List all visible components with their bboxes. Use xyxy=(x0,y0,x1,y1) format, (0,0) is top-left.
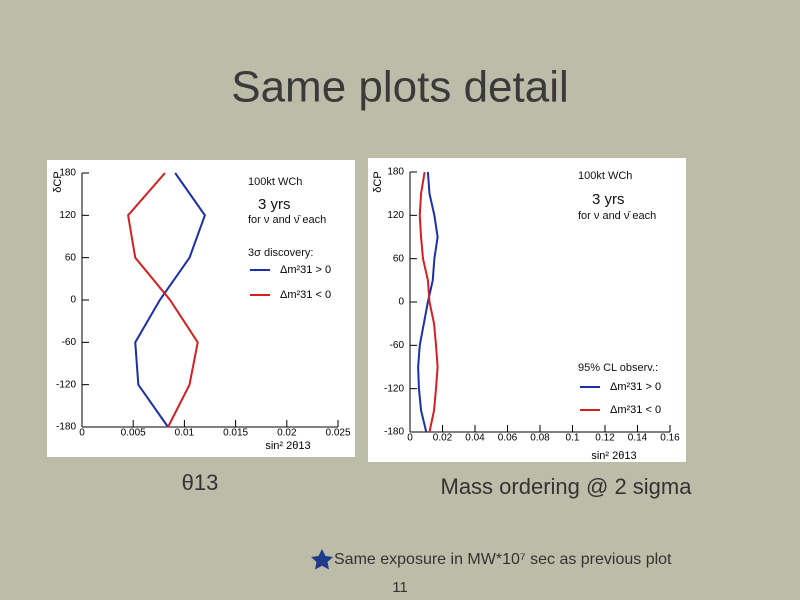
y-tick-label: 120 xyxy=(59,210,76,221)
x-tick-label: 0.06 xyxy=(498,433,518,444)
legend-label: Δm²31 < 0 xyxy=(280,289,331,301)
plot-frame xyxy=(368,158,686,462)
curve xyxy=(418,171,439,433)
x-tick-label: 0.02 xyxy=(277,428,297,439)
curve xyxy=(134,172,206,428)
y-tick-label: -120 xyxy=(56,379,76,390)
y-tick-label: -60 xyxy=(62,337,77,348)
x-tick-label: 0.04 xyxy=(465,433,485,444)
annotation: for ν and ν̄ each xyxy=(578,210,656,222)
y-tick-label: -180 xyxy=(56,422,76,433)
page-number: 11 xyxy=(392,579,408,596)
y-axis-label: δCP xyxy=(372,171,384,192)
x-tick-label: 0.025 xyxy=(325,428,350,439)
footnote: Same exposure in MW*10⁷ sec as previous … xyxy=(334,551,672,568)
y-axis-label: δCP xyxy=(52,171,64,192)
y-tick-label: 120 xyxy=(387,210,404,221)
annotation: for ν and ν̄ each xyxy=(248,214,326,226)
legend-label: Δm²31 > 0 xyxy=(280,264,331,276)
annotation: 100kt WCh xyxy=(578,170,632,182)
y-tick-label: 60 xyxy=(65,252,77,263)
x-tick-label: 0 xyxy=(79,428,85,439)
annotation: 3σ discovery: xyxy=(248,247,313,259)
x-tick-label: 0.14 xyxy=(628,433,648,444)
y-tick-label: -60 xyxy=(390,340,405,351)
x-tick-label: 0.1 xyxy=(566,433,580,444)
caption: Mass ordering @ 2 sigma xyxy=(441,474,693,499)
plot-frame xyxy=(47,160,355,457)
curve xyxy=(417,171,439,433)
x-tick-label: 0.01 xyxy=(175,428,195,439)
y-tick-label: 180 xyxy=(59,168,76,179)
x-axis-label: sin² 2θ13 xyxy=(265,440,310,452)
legend-label: Δm²31 < 0 xyxy=(610,404,661,416)
y-tick-label: 0 xyxy=(398,297,404,308)
curve xyxy=(127,172,199,428)
annotation: 3 yrs xyxy=(258,196,291,213)
y-tick-label: -180 xyxy=(384,427,404,438)
y-tick-label: -120 xyxy=(384,383,404,394)
x-axis-label: sin² 2θ13 xyxy=(591,450,636,462)
x-tick-label: 0.015 xyxy=(223,428,248,439)
slide-title: Same plots detail xyxy=(231,63,569,112)
x-tick-label: 0.16 xyxy=(660,433,680,444)
legend-label: Δm²31 > 0 xyxy=(610,381,661,393)
annotation: 95% CL observ.: xyxy=(578,362,658,374)
y-tick-label: 180 xyxy=(387,167,404,178)
x-tick-label: 0.005 xyxy=(121,428,146,439)
y-tick-label: 0 xyxy=(70,295,76,306)
x-tick-label: 0.12 xyxy=(595,433,615,444)
x-tick-label: 0 xyxy=(407,433,413,444)
x-tick-label: 0.08 xyxy=(530,433,550,444)
y-tick-label: 60 xyxy=(393,253,405,264)
x-tick-label: 0.02 xyxy=(433,433,453,444)
annotation: 100kt WCh xyxy=(248,176,302,188)
caption: θ13 xyxy=(182,470,219,495)
annotation: 3 yrs xyxy=(592,191,625,208)
bullet-star xyxy=(311,549,333,570)
